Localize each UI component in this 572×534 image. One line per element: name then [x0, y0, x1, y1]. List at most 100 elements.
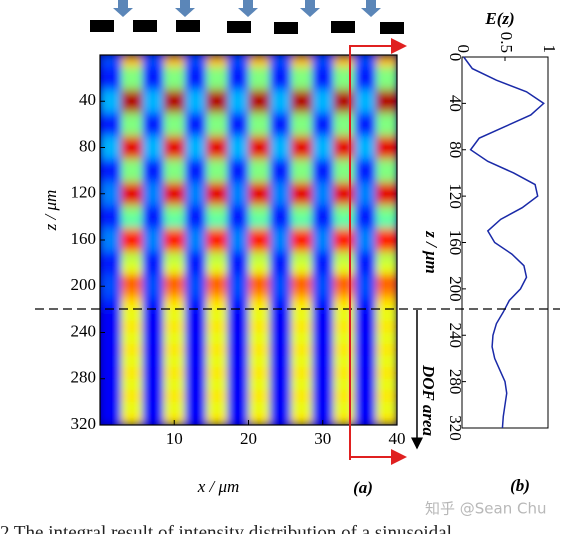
- heatmap-cell: [312, 320, 334, 333]
- heatmap-cell: [142, 378, 165, 391]
- heatmap-cell: [227, 147, 249, 160]
- heatmap-cell: [163, 135, 186, 148]
- heatmap-cell: [312, 355, 334, 368]
- heatmap-cell: [290, 147, 313, 160]
- y-axis-label: z / μm: [422, 230, 441, 274]
- heatmap-cell: [163, 101, 186, 114]
- heatmap-cell: [206, 124, 228, 137]
- heatmap-cell: [333, 228, 356, 241]
- heatmap-cell: [227, 124, 249, 137]
- heatmap-cell: [163, 228, 186, 241]
- heatmap-cell: [163, 390, 186, 403]
- heatmap-cell: [100, 147, 122, 160]
- heatmap-cell: [290, 401, 313, 414]
- heatmap-cell: [206, 286, 228, 299]
- heatmap-cell: [142, 182, 165, 195]
- heatmap-cell: [206, 251, 228, 264]
- heatmap-cell: [375, 274, 397, 287]
- heatmap-cell: [248, 401, 271, 414]
- heatmap-cell: [121, 240, 143, 253]
- heatmap-cell: [290, 135, 313, 148]
- heatmap-cell: [269, 66, 292, 79]
- heatmap-cell: [184, 378, 207, 391]
- heatmap-cell: [312, 135, 334, 148]
- heatmap-cell: [333, 390, 356, 403]
- heatmap-cell: [206, 89, 228, 102]
- heatmap-cell: [312, 193, 334, 206]
- heatmap-cell: [375, 228, 397, 241]
- heatmap-cell: [184, 66, 207, 79]
- y-tick-label: 80: [79, 136, 96, 155]
- profile-line: [463, 56, 545, 429]
- heatmap-cell: [206, 216, 228, 229]
- heatmap-cell: [290, 66, 313, 79]
- heatmap-cell: [142, 263, 165, 276]
- heatmap-cell: [248, 159, 271, 172]
- heatmap-cell: [121, 135, 143, 148]
- y-tick-label: 120: [446, 183, 465, 209]
- heatmap-cell: [248, 332, 271, 345]
- heatmap-cell: [269, 182, 292, 195]
- heatmap-cell: [248, 297, 271, 310]
- heatmap-cell: [142, 112, 165, 125]
- heatmap-cell: [100, 55, 122, 68]
- heatmap-cell: [354, 390, 377, 403]
- heatmap-cell: [163, 240, 186, 253]
- heatmap-cell: [248, 309, 271, 322]
- heatmap-cell: [184, 320, 207, 333]
- heatmap-cell: [354, 55, 377, 68]
- heatmap-cell: [100, 159, 122, 172]
- heatmap-cell: [375, 344, 397, 357]
- heatmap-cell: [248, 274, 271, 287]
- heatmap-cell: [121, 112, 143, 125]
- heatmap-cell: [375, 378, 397, 391]
- heatmap-cell: [375, 320, 397, 333]
- heatmap-cell: [100, 251, 122, 264]
- heatmap-cell: [227, 263, 249, 276]
- heatmap-cell: [354, 124, 377, 137]
- heatmap-cell: [227, 309, 249, 322]
- heatmap-cell: [333, 205, 356, 218]
- heatmap-cell: [184, 170, 207, 183]
- heatmap-cell: [121, 401, 143, 414]
- heatmap-cell: [312, 332, 334, 345]
- heatmap-cell: [227, 170, 249, 183]
- heatmap-cell: [354, 263, 377, 276]
- heatmap-cell: [184, 193, 207, 206]
- heatmap-cell: [142, 309, 165, 322]
- heatmap-cell: [206, 401, 228, 414]
- heatmap-cell: [354, 147, 377, 160]
- heatmap-cell: [142, 344, 165, 357]
- heatmap-cell: [206, 228, 228, 241]
- heatmap-cell: [227, 274, 249, 287]
- heatmap-cell: [121, 66, 143, 79]
- heatmap-cell: [375, 147, 397, 160]
- heatmap-cell: [121, 124, 143, 137]
- heatmap-cell: [248, 378, 271, 391]
- heatmap-cell: [100, 124, 122, 137]
- heatmap-cell: [100, 320, 122, 333]
- heatmap-cell: [184, 367, 207, 380]
- heatmap-cell: [184, 135, 207, 148]
- heatmap-cell: [333, 240, 356, 253]
- heatmap-cell: [312, 263, 334, 276]
- heatmap-cell: [184, 159, 207, 172]
- heatmap-cell: [100, 286, 122, 299]
- heatmap-cell: [290, 101, 313, 114]
- heatmap-cell: [163, 78, 186, 91]
- heatmap-cell: [312, 297, 334, 310]
- heatmap-cell: [248, 205, 271, 218]
- heatmap-cell: [142, 147, 165, 160]
- panel-b: 0 40 80 120 160 200 240 280 320 0 0.5 1 E(z) z / μm (b…: [422, 9, 559, 495]
- y-tick-label: 320: [446, 415, 465, 441]
- heatmap-cell: [142, 193, 165, 206]
- heatmap-cell: [354, 193, 377, 206]
- heatmap-cell: [227, 205, 249, 218]
- heatmap-cell: [206, 101, 228, 114]
- heatmap-cell: [354, 170, 377, 183]
- heatmap-cell: [184, 205, 207, 218]
- y-tick-label: 40: [446, 95, 465, 112]
- heatmap-cell: [184, 112, 207, 125]
- heatmap-cell: [333, 66, 356, 79]
- heatmap-cell: [290, 182, 313, 195]
